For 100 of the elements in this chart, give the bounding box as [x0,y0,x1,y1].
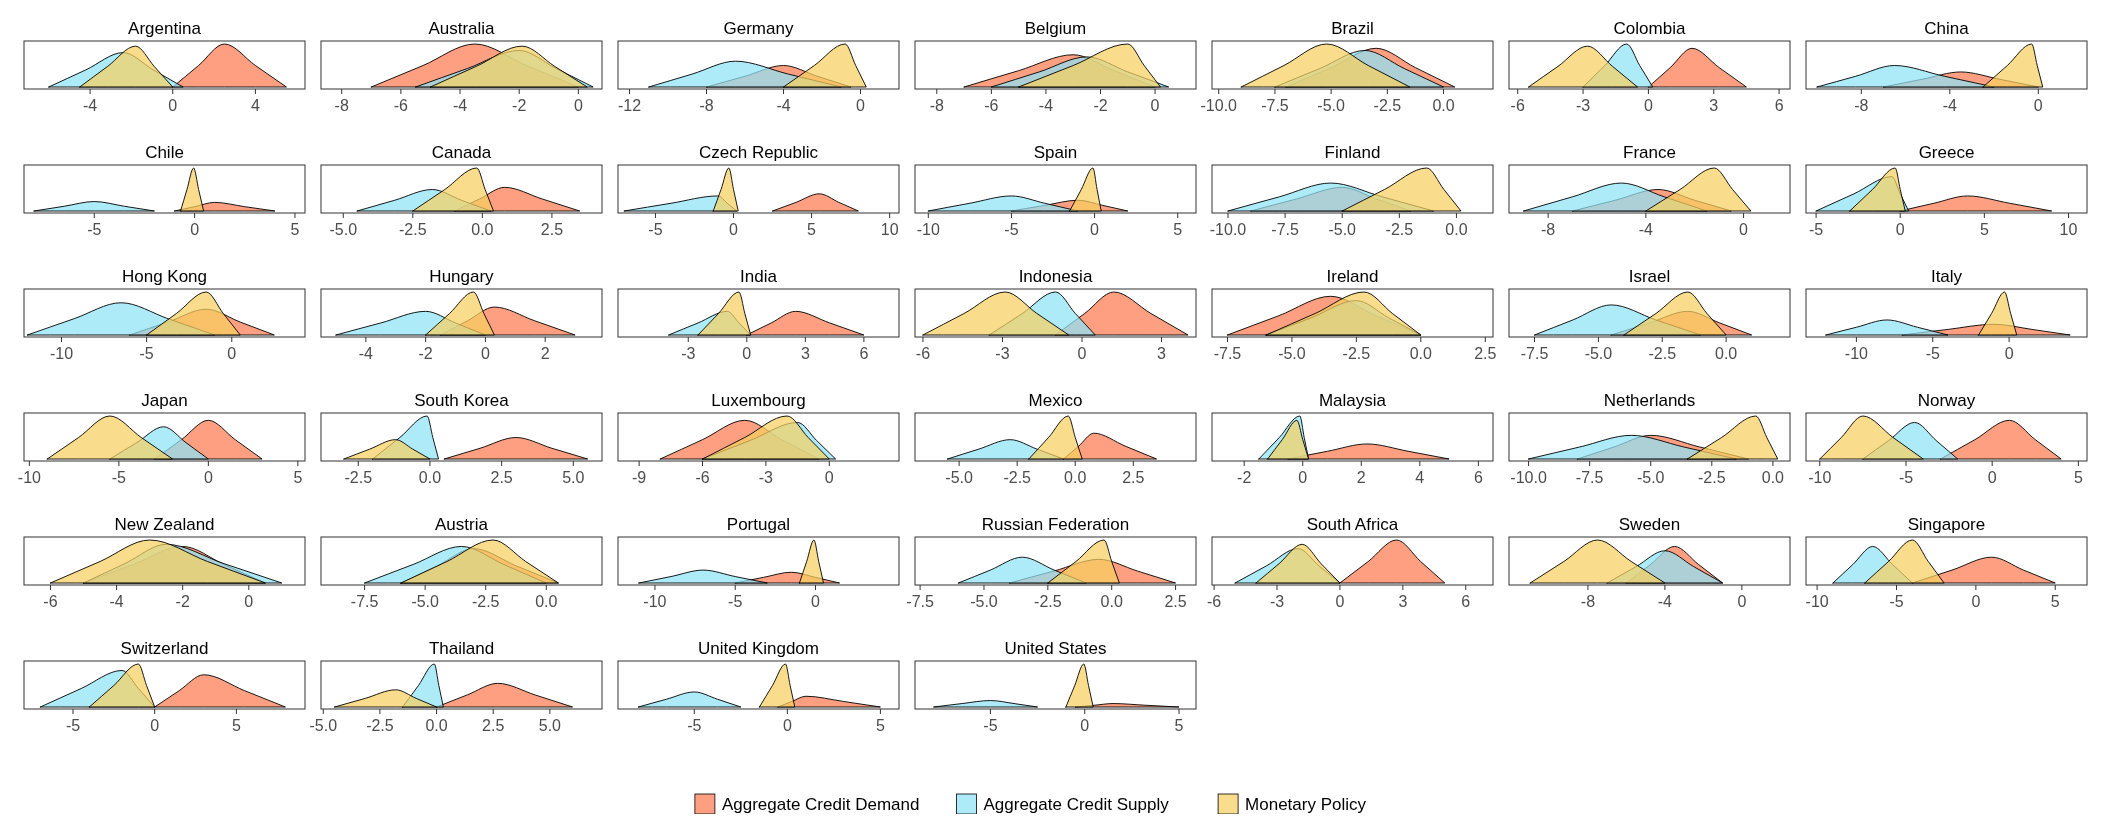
x-tick-label: -6 [695,469,710,486]
x-tick-label: 5 [1979,221,1989,238]
x-tick-label: -10 [17,469,42,486]
x-tick-label: -2 [1093,97,1108,114]
x-tick-label: 0 [1150,97,1160,114]
chart-title: Indonesia [1018,267,1093,286]
chart-title: India [740,267,778,286]
x-tick-label: 0 [824,469,834,486]
x-tick-label: -8 [1854,97,1869,114]
x-tick-label: -5.0 [1278,345,1306,362]
chart-title: South Korea [414,391,510,410]
x-tick-label: -2.5 [1385,221,1414,238]
chart-title: Czech Republic [698,143,819,162]
chart-title: Chile [145,143,184,162]
x-tick-label: 0.0 [425,717,448,734]
x-tick-label: -5 [65,717,81,734]
x-tick-label: -6 [393,97,409,114]
x-tick-label: -2.5 [1034,593,1062,610]
chart-title: Germany [723,19,794,38]
x-tick-label: -10 [916,221,940,238]
x-tick-label: 5.0 [538,717,562,734]
x-tick-label: -2.5 [1373,97,1402,114]
x-tick-label: -5 [139,345,154,362]
chart-title: France [1623,143,1676,162]
x-tick-label: 6 [1774,97,1784,114]
x-tick-label: -4 [1638,221,1654,238]
x-tick-label: -4 [358,345,374,362]
x-tick-label: 0 [1090,221,1100,238]
x-tick-label: -5.0 [1584,345,1613,362]
x-tick-label: 2.5 [1474,345,1497,362]
x-tick-label: 6 [1473,469,1483,486]
x-tick-label: -12 [617,97,642,114]
chart-title: Brazil [1331,19,1374,38]
x-tick-label: -10.0 [1200,97,1238,114]
x-tick-label: 0.0 [1064,469,1087,486]
x-tick-label: -5 [1889,593,1904,610]
x-tick-label: -6 [984,97,999,114]
x-tick-label: 0 [573,97,583,114]
x-tick-label: -5 [1925,345,1940,362]
x-tick-label: -5.0 [945,469,974,486]
x-tick-label: -5 [983,717,998,734]
x-tick-label: 5 [807,221,817,238]
x-tick-label: 0 [2004,345,2014,362]
x-tick-label: 0 [1643,97,1653,114]
x-tick-label: 0 [1737,593,1747,610]
chart-title: Russian Federation [981,515,1130,534]
x-tick-label: -6 [43,593,58,610]
x-tick-label: -6 [1206,593,1222,610]
x-tick-label: -2.5 [344,469,373,486]
x-tick-label: -2 [175,593,190,610]
x-tick-label: -2.5 [1342,345,1371,362]
x-tick-label: -3 [1269,593,1285,610]
x-tick-label: -5 [87,221,102,238]
x-tick-label: 0 [150,717,160,734]
x-tick-label: -5.0 [411,593,440,610]
x-tick-label: -7.5 [350,593,379,610]
x-tick-label: -2.5 [471,593,500,610]
x-tick-label: 4 [250,97,260,114]
x-tick-label: 0 [244,593,254,610]
x-tick-label: 6 [1461,593,1471,610]
x-tick-label: 0 [227,345,237,362]
chart-title: Luxembourg [711,391,806,410]
legend-label: Aggregate Credit Demand [721,795,920,814]
x-tick-label: -7.5 [1271,221,1299,238]
x-tick-label: -8 [929,97,945,114]
x-tick-label: 2.5 [482,717,505,734]
x-tick-label: -4 [109,593,124,610]
chart-title: Belgium [1024,19,1087,38]
chart-title: Ireland [1326,267,1379,286]
x-tick-label: 0.0 [418,469,442,486]
chart-title: Hong Kong [121,267,208,286]
x-tick-label: -10.0 [1209,221,1247,238]
chart-title: South Africa [1306,515,1399,534]
legend-label: Monetary Policy [1245,795,1367,814]
x-tick-label: -9 [632,469,647,486]
x-tick-label: 0 [480,345,490,362]
chart-title: Japan [141,391,188,410]
x-tick-label: -8 [1540,221,1556,238]
x-tick-label: -2 [418,345,433,362]
chart-title: China [1924,19,1970,38]
x-tick-label: 5 [2073,469,2083,486]
x-tick-label: 0.0 [1409,345,1433,362]
x-tick-label: 10 [2059,221,2078,238]
x-tick-label: -6 [1510,97,1525,114]
x-tick-label: -5.0 [970,593,998,610]
x-tick-label: -2.5 [1648,345,1677,362]
x-tick-label: 0 [742,345,752,362]
x-tick-label: 0.0 [1761,469,1785,486]
chart-title: United Kingdom [698,639,819,658]
x-tick-label: 0.0 [1100,593,1123,610]
x-tick-label: 2.5 [1164,593,1187,610]
x-tick-label: 0 [2033,97,2043,114]
x-tick-label: 2.5 [540,221,564,238]
chart-title: Canada [431,143,492,162]
x-tick-label: -3 [995,345,1010,362]
x-tick-label: -7.5 [906,593,934,610]
x-tick-label: 2 [540,345,550,362]
chart-title: United States [1004,639,1107,658]
x-tick-label: -3 [1575,97,1591,114]
x-tick-label: 5 [1173,221,1183,238]
